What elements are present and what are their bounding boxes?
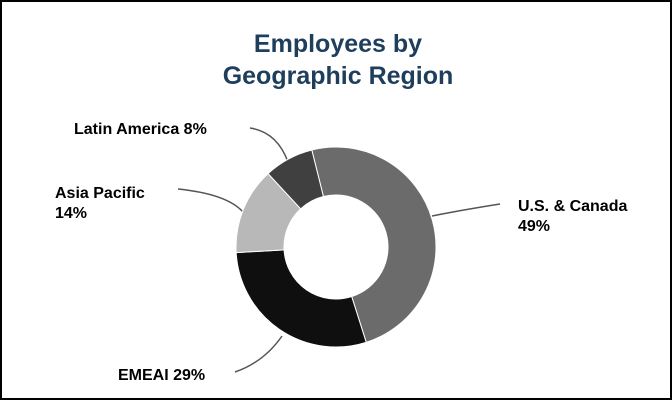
slice bbox=[311, 146, 437, 343]
category-label: U.S. & Canada bbox=[518, 198, 628, 215]
category-label: Latin America bbox=[74, 121, 180, 138]
category-label: EMEAI bbox=[118, 367, 169, 384]
value-label: 49% bbox=[518, 218, 551, 235]
slice-label: Latin America 8% bbox=[74, 120, 254, 140]
value-label: 14% bbox=[55, 205, 88, 222]
slice bbox=[235, 249, 367, 348]
leader-line bbox=[249, 127, 289, 163]
slice-label: Asia Pacific 14% bbox=[55, 184, 155, 224]
slice-label: EMEAI 29% bbox=[118, 366, 258, 386]
leader-line bbox=[177, 188, 244, 213]
chart-title: Employees by Geographic Region bbox=[222, 30, 454, 90]
leader-lines bbox=[177, 127, 501, 373]
category-label: Asia Pacific bbox=[55, 185, 145, 202]
leader-line bbox=[431, 203, 501, 217]
leader-line bbox=[234, 335, 283, 373]
value-label: 8% bbox=[183, 121, 207, 138]
value-label: 29% bbox=[173, 367, 206, 384]
donut bbox=[235, 146, 437, 348]
slice bbox=[267, 149, 325, 210]
slice-label: U.S. & Canada 49% bbox=[518, 197, 628, 237]
